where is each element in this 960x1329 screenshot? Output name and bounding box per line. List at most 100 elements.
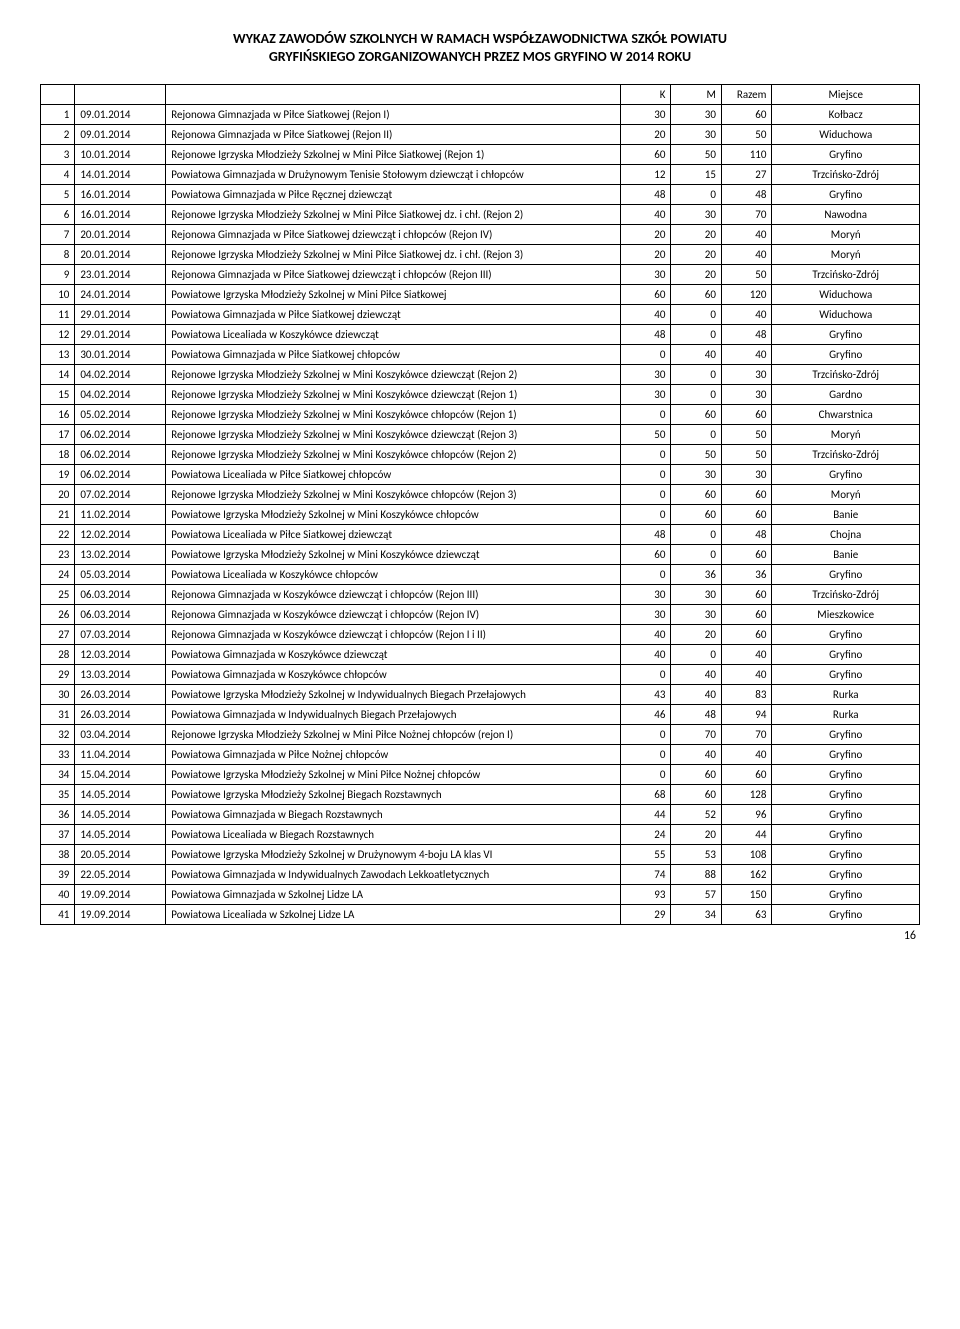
cell-desc: Powiatowa Licealiada w Piłce Siatkowej c…: [166, 465, 621, 485]
table-row: 516.01.2014Powiatowa Gimnazjada w Piłce …: [41, 185, 920, 205]
cell-date: 09.01.2014: [75, 125, 166, 145]
cell-razem: 36: [721, 565, 772, 585]
header-desc: [166, 85, 621, 105]
cell-k: 60: [620, 545, 671, 565]
cell-miejsce: Gryfino: [772, 765, 920, 785]
cell-k: 40: [620, 625, 671, 645]
cell-num: 18: [41, 445, 75, 465]
cell-num: 23: [41, 545, 75, 565]
cell-razem: 60: [721, 485, 772, 505]
cell-miejsce: Moryń: [772, 425, 920, 445]
table-row: 2913.03.2014Powiatowa Gimnazjada w Koszy…: [41, 665, 920, 685]
cell-date: 06.02.2014: [75, 445, 166, 465]
table-row: 3126.03.2014Powiatowa Gimnazjada w Indyw…: [41, 705, 920, 725]
cell-m: 15: [671, 165, 722, 185]
cell-date: 05.03.2014: [75, 565, 166, 585]
cell-razem: 30: [721, 365, 772, 385]
cell-miejsce: Widuchowa: [772, 285, 920, 305]
cell-miejsce: Gryfino: [772, 665, 920, 685]
header-razem: Razem: [721, 85, 772, 105]
cell-miejsce: Gryfino: [772, 885, 920, 905]
table-row: 2812.03.2014Powiatowa Gimnazjada w Koszy…: [41, 645, 920, 665]
table-row: 3415.04.2014Powiatowe Igrzyska Młodzieży…: [41, 765, 920, 785]
cell-num: 15: [41, 385, 75, 405]
cell-m: 0: [671, 365, 722, 385]
cell-miejsce: Gryfino: [772, 745, 920, 765]
cell-razem: 44: [721, 825, 772, 845]
cell-miejsce: Gryfino: [772, 845, 920, 865]
table-row: 3922.05.2014Powiatowa Gimnazjada w Indyw…: [41, 865, 920, 885]
cell-miejsce: Gryfino: [772, 645, 920, 665]
cell-desc: Rejonowa Gimnazjada w Koszykówce dziewcz…: [166, 625, 621, 645]
cell-date: 14.05.2014: [75, 785, 166, 805]
cell-desc: Powiatowa Gimnazjada w Koszykówce chłopc…: [166, 665, 621, 685]
cell-k: 30: [620, 385, 671, 405]
cell-desc: Rejonowa Gimnazjada w Piłce Siatkowej dz…: [166, 265, 621, 285]
cell-date: 06.03.2014: [75, 605, 166, 625]
cell-m: 40: [671, 665, 722, 685]
cell-date: 14.05.2014: [75, 805, 166, 825]
cell-m: 20: [671, 825, 722, 845]
cell-date: 24.01.2014: [75, 285, 166, 305]
cell-miejsce: Gryfino: [772, 825, 920, 845]
table-row: 3514.05.2014Powiatowe Igrzyska Młodzieży…: [41, 785, 920, 805]
cell-k: 20: [620, 225, 671, 245]
cell-k: 0: [620, 485, 671, 505]
cell-k: 46: [620, 705, 671, 725]
cell-razem: 50: [721, 125, 772, 145]
cell-m: 60: [671, 285, 722, 305]
cell-miejsce: Banie: [772, 545, 920, 565]
cell-date: 13.03.2014: [75, 665, 166, 685]
cell-m: 0: [671, 305, 722, 325]
cell-m: 88: [671, 865, 722, 885]
cell-razem: 40: [721, 245, 772, 265]
cell-date: 20.01.2014: [75, 245, 166, 265]
table-row: 2405.03.2014Powiatowa Licealiada w Koszy…: [41, 565, 920, 585]
cell-razem: 48: [721, 525, 772, 545]
cell-razem: 70: [721, 725, 772, 745]
cell-desc: Powiatowa Gimnazjada w Piłce Ręcznej dzi…: [166, 185, 621, 205]
cell-miejsce: Kołbacz: [772, 105, 920, 125]
cell-date: 07.03.2014: [75, 625, 166, 645]
cell-m: 60: [671, 765, 722, 785]
cell-num: 5: [41, 185, 75, 205]
cell-date: 19.09.2014: [75, 905, 166, 925]
cell-k: 0: [620, 505, 671, 525]
cell-k: 0: [620, 565, 671, 585]
cell-razem: 108: [721, 845, 772, 865]
cell-razem: 83: [721, 685, 772, 705]
cell-date: 13.02.2014: [75, 545, 166, 565]
cell-num: 33: [41, 745, 75, 765]
cell-miejsce: Rurka: [772, 685, 920, 705]
cell-desc: Powiatowa Gimnazjada w Koszykówce dziewc…: [166, 645, 621, 665]
cell-m: 40: [671, 685, 722, 705]
cell-k: 30: [620, 105, 671, 125]
cell-miejsce: Gryfino: [772, 785, 920, 805]
cell-desc: Rejonowa Gimnazjada w Koszykówce dziewcz…: [166, 605, 621, 625]
cell-num: 22: [41, 525, 75, 545]
cell-desc: Powiatowe Igrzyska Młodzieży Szkolnej w …: [166, 765, 621, 785]
cell-razem: 27: [721, 165, 772, 185]
table-row: 923.01.2014Rejonowa Gimnazjada w Piłce S…: [41, 265, 920, 285]
cell-desc: Powiatowa Gimnazjada w Biegach Rozstawny…: [166, 805, 621, 825]
cell-num: 17: [41, 425, 75, 445]
cell-num: 26: [41, 605, 75, 625]
cell-miejsce: Widuchowa: [772, 305, 920, 325]
table-row: 1706.02.2014Rejonowe Igrzyska Młodzieży …: [41, 425, 920, 445]
cell-k: 60: [620, 285, 671, 305]
cell-k: 74: [620, 865, 671, 885]
cell-num: 37: [41, 825, 75, 845]
cell-num: 8: [41, 245, 75, 265]
cell-miejsce: Nawodna: [772, 205, 920, 225]
cell-miejsce: Rurka: [772, 705, 920, 725]
cell-num: 28: [41, 645, 75, 665]
cell-num: 29: [41, 665, 75, 685]
cell-desc: Powiatowa Gimnazjada w Indywidualnych Bi…: [166, 705, 621, 725]
cell-k: 0: [620, 405, 671, 425]
cell-num: 9: [41, 265, 75, 285]
table-row: 1906.02.2014Powiatowa Licealiada w Piłce…: [41, 465, 920, 485]
cell-date: 04.02.2014: [75, 385, 166, 405]
cell-m: 20: [671, 245, 722, 265]
cell-m: 20: [671, 265, 722, 285]
cell-date: 10.01.2014: [75, 145, 166, 165]
